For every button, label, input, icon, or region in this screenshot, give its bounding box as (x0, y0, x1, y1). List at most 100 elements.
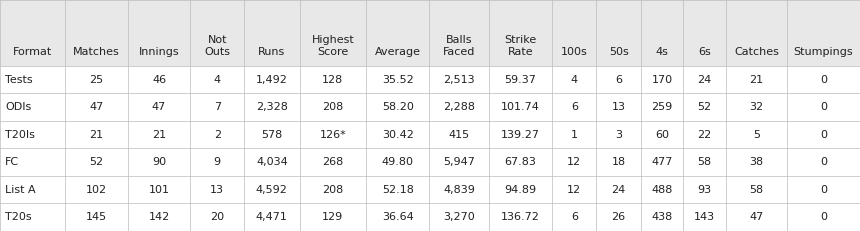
Text: FC: FC (5, 157, 19, 167)
Text: 4,034: 4,034 (256, 157, 288, 167)
Bar (0, 204, 860, 231)
Text: Strike
Rate: Strike Rate (505, 35, 537, 57)
Text: 4,592: 4,592 (256, 185, 288, 195)
Text: 52.18: 52.18 (382, 185, 414, 195)
Bar (0, 176, 860, 204)
Bar (0, 93, 860, 121)
Text: 259: 259 (652, 102, 673, 112)
Text: 47: 47 (152, 102, 166, 112)
Text: 2,328: 2,328 (256, 102, 288, 112)
Text: 24: 24 (611, 185, 626, 195)
Text: 21: 21 (89, 130, 103, 140)
Text: 18: 18 (611, 157, 626, 167)
Text: 7: 7 (214, 102, 221, 112)
Text: 36.64: 36.64 (382, 212, 414, 222)
Text: 38: 38 (749, 157, 764, 167)
Text: 60: 60 (655, 130, 669, 140)
Text: 268: 268 (322, 157, 343, 167)
Text: 4,839: 4,839 (443, 185, 475, 195)
Text: Innings: Innings (138, 47, 180, 57)
Text: 58: 58 (697, 157, 712, 167)
Text: Format: Format (13, 47, 52, 57)
Text: 49.80: 49.80 (382, 157, 414, 167)
Text: 13: 13 (211, 185, 224, 195)
Text: 47: 47 (89, 102, 103, 112)
Bar (0, 121, 860, 148)
Text: 24: 24 (697, 75, 712, 85)
Text: T20Is: T20Is (5, 130, 35, 140)
Text: 126*: 126* (320, 130, 347, 140)
Text: 4,471: 4,471 (256, 212, 288, 222)
Text: 25: 25 (89, 75, 103, 85)
Text: 94.89: 94.89 (505, 185, 537, 195)
Text: 101.74: 101.74 (501, 102, 540, 112)
Text: 415: 415 (449, 130, 470, 140)
Text: 6: 6 (615, 75, 622, 85)
Text: 67.83: 67.83 (505, 157, 537, 167)
Text: Not
Outs: Not Outs (205, 35, 230, 57)
Text: 578: 578 (261, 130, 282, 140)
Text: 46: 46 (152, 75, 166, 85)
Text: 58.20: 58.20 (382, 102, 414, 112)
Text: 0: 0 (820, 75, 827, 85)
Text: 30.42: 30.42 (382, 130, 414, 140)
Text: Matches: Matches (73, 47, 120, 57)
Text: 0: 0 (820, 102, 827, 112)
Text: List A: List A (5, 185, 36, 195)
Text: 0: 0 (820, 212, 827, 222)
Text: 58: 58 (749, 185, 764, 195)
Bar (0, 66, 860, 93)
Text: 90: 90 (152, 157, 166, 167)
Text: 2,288: 2,288 (443, 102, 475, 112)
Text: 488: 488 (651, 185, 673, 195)
Text: 0: 0 (820, 185, 827, 195)
Text: 139.27: 139.27 (501, 130, 540, 140)
Text: Tests: Tests (5, 75, 33, 85)
Text: ODIs: ODIs (5, 102, 32, 112)
Text: 170: 170 (652, 75, 673, 85)
Text: 35.52: 35.52 (382, 75, 414, 85)
Text: 9: 9 (214, 157, 221, 167)
Text: 143: 143 (694, 212, 716, 222)
Text: 5: 5 (753, 130, 760, 140)
Text: 26: 26 (611, 212, 626, 222)
Text: 59.37: 59.37 (505, 75, 537, 85)
Text: 0: 0 (820, 130, 827, 140)
Text: 32: 32 (749, 102, 764, 112)
Text: 50s: 50s (609, 47, 629, 57)
Bar (0, 0, 860, 66)
Text: 1,492: 1,492 (256, 75, 288, 85)
Text: 2: 2 (214, 130, 221, 140)
Text: 22: 22 (697, 130, 712, 140)
Text: 21: 21 (152, 130, 166, 140)
Text: Stumpings: Stumpings (794, 47, 853, 57)
Text: 100s: 100s (561, 47, 587, 57)
Text: 3: 3 (615, 130, 622, 140)
Text: 0: 0 (820, 157, 827, 167)
Text: 47: 47 (749, 212, 764, 222)
Text: 6: 6 (571, 212, 578, 222)
Text: Highest
Score: Highest Score (311, 35, 354, 57)
Text: 4: 4 (214, 75, 221, 85)
Text: 438: 438 (652, 212, 673, 222)
Text: 12: 12 (568, 185, 581, 195)
Text: 102: 102 (86, 185, 107, 195)
Text: 208: 208 (322, 102, 343, 112)
Text: Catches: Catches (734, 47, 779, 57)
Text: 136.72: 136.72 (501, 212, 540, 222)
Text: 4s: 4s (655, 47, 668, 57)
Text: 6: 6 (571, 102, 578, 112)
Text: 101: 101 (149, 185, 169, 195)
Text: 4: 4 (571, 75, 578, 85)
Text: 21: 21 (749, 75, 764, 85)
Text: Runs: Runs (258, 47, 286, 57)
Text: 6s: 6s (698, 47, 711, 57)
Text: 20: 20 (210, 212, 224, 222)
Text: 142: 142 (149, 212, 169, 222)
Text: 128: 128 (322, 75, 343, 85)
Text: 1: 1 (571, 130, 578, 140)
Text: 93: 93 (697, 185, 712, 195)
Text: 477: 477 (651, 157, 673, 167)
Text: 2,513: 2,513 (443, 75, 475, 85)
Text: 129: 129 (322, 212, 343, 222)
